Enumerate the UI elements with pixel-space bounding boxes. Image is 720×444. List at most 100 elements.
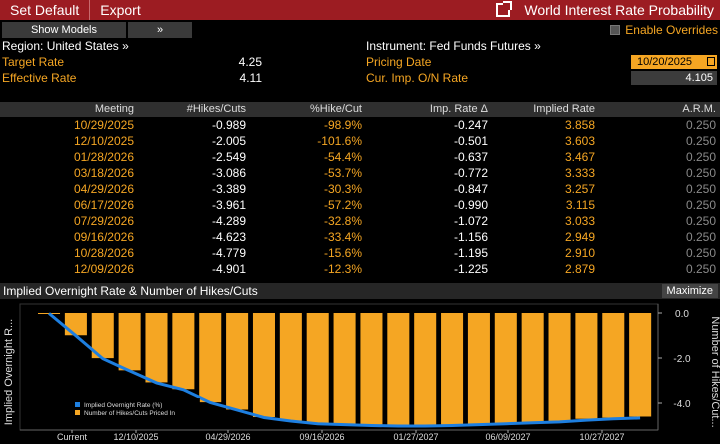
cell-meeting: 06/17/2026 — [73, 198, 134, 212]
cell-pct-hike-cut: -12.3% — [323, 262, 362, 276]
cell-arm: 0.250 — [685, 166, 716, 180]
cell-implied-rate: 3.858 — [564, 118, 595, 132]
rate-chart: 0.0 -2.0 -4.0 Current 12/10/2025 04/29/2026 09… — [3, 303, 720, 442]
cur-imp-rate-label: Cur. Imp. O/N Rate — [366, 71, 469, 85]
right-tick-label: -2.0 — [673, 354, 691, 365]
cell-meeting: 10/28/2026 — [73, 246, 134, 260]
cell-implied-rate: 2.949 — [564, 230, 595, 244]
x-tick-label: 12/10/2025 — [113, 432, 158, 442]
cell-pct-hike-cut: -98.9% — [323, 118, 362, 132]
right-axis-label: Number of Hikes/Cut... — [709, 316, 720, 427]
cell-imp-rate-delta: -0.847 — [453, 182, 488, 196]
cell-hikes-cuts: -0.989 — [211, 118, 246, 132]
chart-bar — [441, 313, 464, 426]
table-row[interactable]: 01/28/2026 -2.549 -54.4% -0.637 3.467 0.… — [0, 150, 720, 165]
cell-meeting: 04/29/2026 — [73, 182, 134, 196]
table-row[interactable]: 07/29/2026 -4.289 -32.8% -1.072 3.033 0.… — [0, 214, 720, 229]
set-default-button[interactable]: Set Default — [0, 0, 91, 20]
chart-bar — [467, 313, 490, 425]
chart-bar — [548, 313, 571, 421]
cell-pct-hike-cut: -15.6% — [323, 246, 362, 260]
chart-bar — [629, 313, 652, 417]
cell-hikes-cuts: -4.289 — [211, 214, 246, 228]
chart-title: Implied Overnight Rate & Number of Hikes… — [3, 284, 258, 298]
legend-swatch — [75, 410, 80, 415]
maximize-button[interactable]: Maximize — [661, 284, 718, 298]
cell-implied-rate: 3.467 — [564, 150, 595, 164]
table-row[interactable]: 10/28/2026 -4.779 -15.6% -1.195 2.910 0.… — [0, 246, 720, 261]
cell-meeting: 07/29/2026 — [73, 214, 134, 228]
chart-bar — [91, 313, 114, 359]
cell-arm: 0.250 — [685, 214, 716, 228]
cell-implied-rate: 2.910 — [564, 246, 595, 260]
cell-imp-rate-delta: -1.156 — [453, 230, 488, 244]
cell-hikes-cuts: -2.549 — [211, 150, 246, 164]
chart-panel-header: Implied Overnight Rate & Number of Hikes… — [0, 283, 720, 299]
enable-overrides-checkbox[interactable] — [610, 25, 621, 35]
col-header-pct-hike-cut[interactable]: %Hike/Cut — [310, 103, 362, 115]
left-axis-label: Implied Overnight R... — [3, 319, 15, 425]
x-tick-label: 06/09/2027 — [485, 432, 530, 442]
expand-chevron-button[interactable]: » — [128, 22, 192, 38]
chart-bar — [521, 313, 544, 423]
table-row[interactable]: 12/09/2026 -4.901 -12.3% -1.225 2.879 0.… — [0, 262, 720, 277]
calendar-icon[interactable] — [707, 57, 715, 66]
cell-meeting: 01/28/2026 — [73, 150, 134, 164]
col-header-meeting[interactable]: Meeting — [94, 103, 134, 115]
enable-overrides-label: Enable Overrides — [625, 23, 718, 37]
cell-meeting: 03/18/2026 — [73, 166, 134, 180]
chart-bar — [118, 313, 141, 371]
instrument-selector[interactable]: Instrument: Fed Funds Futures » — [366, 39, 541, 53]
col-header-implied-rate[interactable]: Implied Rate — [533, 103, 595, 115]
chart-bar — [602, 313, 625, 418]
cell-implied-rate: 3.257 — [564, 182, 595, 196]
cell-pct-hike-cut: -33.4% — [323, 230, 362, 244]
external-link-icon[interactable] — [496, 1, 513, 17]
cell-meeting: 09/16/2026 — [73, 230, 134, 244]
legend-box — [72, 398, 200, 418]
chart-bar — [252, 313, 275, 418]
x-tick-label: 09/16/2026 — [299, 432, 344, 442]
chart-bar — [494, 313, 517, 424]
chart-bar — [414, 313, 437, 426]
cell-pct-hike-cut: -101.6% — [317, 134, 362, 148]
effective-rate-value: 4.11 — [239, 71, 262, 85]
cell-arm: 0.250 — [685, 134, 716, 148]
cell-hikes-cuts: -4.623 — [211, 230, 246, 244]
col-header-imp-rate-delta[interactable]: Imp. Rate Δ — [429, 103, 488, 115]
cell-imp-rate-delta: -1.225 — [453, 262, 488, 276]
table-row[interactable]: 03/18/2026 -3.086 -53.7% -0.772 3.333 0.… — [0, 166, 720, 181]
cell-implied-rate: 3.603 — [564, 134, 595, 148]
chart-bar — [279, 313, 302, 421]
chart-bar — [172, 313, 195, 390]
chart-bar — [360, 313, 383, 426]
cell-imp-rate-delta: -0.501 — [453, 134, 488, 148]
window-title: World Interest Rate Probability — [496, 1, 720, 18]
cell-implied-rate: 2.879 — [564, 262, 595, 276]
table-row[interactable]: 10/29/2025 -0.989 -98.9% -0.247 3.858 0.… — [0, 118, 720, 133]
x-tick-label: 10/27/2027 — [579, 432, 624, 442]
chart-bar — [145, 313, 168, 383]
chart-bar — [387, 313, 410, 426]
line-group — [48, 312, 641, 428]
region-selector[interactable]: Region: United States » — [2, 39, 129, 53]
table-row[interactable]: 04/29/2026 -3.389 -30.3% -0.847 3.257 0.… — [0, 182, 720, 197]
table-row[interactable]: 06/17/2026 -3.961 -57.2% -0.990 3.115 0.… — [0, 198, 720, 213]
table-row[interactable]: 12/10/2025 -2.005 -101.6% -0.501 3.603 0… — [0, 134, 720, 149]
cell-arm: 0.250 — [685, 262, 716, 276]
show-models-button[interactable]: Show Models — [2, 22, 126, 38]
enable-overrides-toggle[interactable]: Enable Overrides — [610, 23, 718, 37]
col-header-arm[interactable]: A.R.M. — [682, 103, 716, 115]
chart-bar — [64, 313, 87, 336]
table-row[interactable]: 09/16/2026 -4.623 -33.4% -1.156 2.949 0.… — [0, 230, 720, 245]
pricing-date-input[interactable]: 10/20/2025 — [631, 55, 717, 69]
col-header-hikes-cuts[interactable]: #Hikes/Cuts — [186, 103, 246, 115]
chart-area[interactable]: 0.0 -2.0 -4.0 Current 12/10/2025 04/29/2026 09… — [0, 300, 720, 444]
bars-group — [38, 313, 652, 426]
cell-meeting: 12/10/2025 — [73, 134, 134, 148]
cell-arm: 0.250 — [685, 118, 716, 132]
cell-meeting: 10/29/2025 — [73, 118, 134, 132]
cell-imp-rate-delta: -0.772 — [453, 166, 488, 180]
right-tick-label: 0.0 — [675, 309, 689, 320]
export-button[interactable]: Export — [100, 2, 141, 18]
